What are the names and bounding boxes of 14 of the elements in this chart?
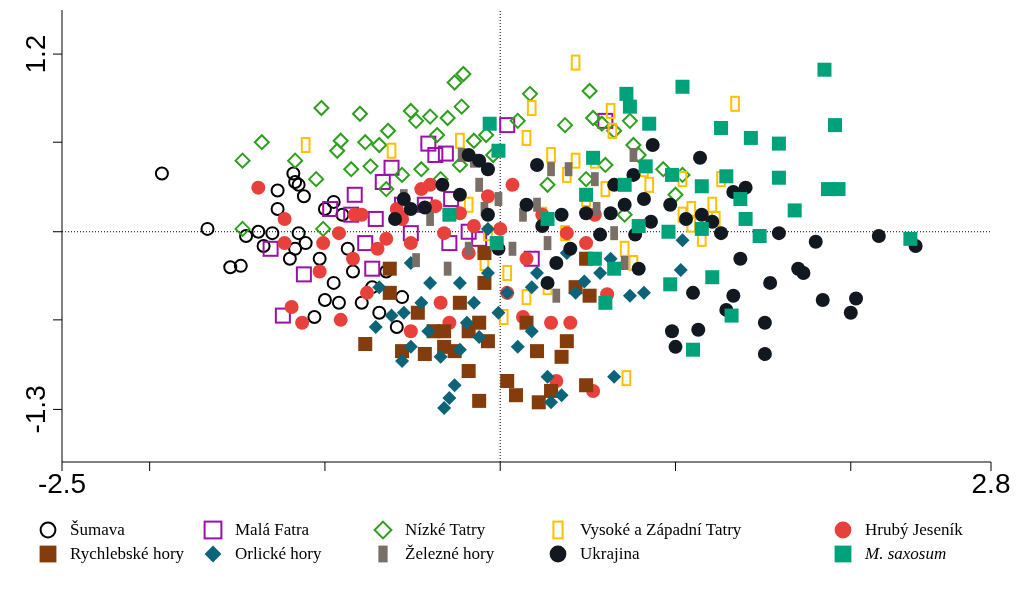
legend-label: M. saxosum <box>865 544 947 564</box>
legend-label: Vysoké a Západní Tatry <box>580 520 742 540</box>
legend-label: Šumava <box>70 520 125 540</box>
legend-label: Rychlebské hory <box>70 544 185 564</box>
y-tick-label: 1.2 <box>20 34 51 74</box>
x-tick-label: 2.8 <box>971 467 1011 499</box>
legend-label: Hrubý Jeseník <box>865 520 963 540</box>
legend-label: Ukrajina <box>580 544 640 564</box>
legend-label: Malá Fatra <box>235 520 310 540</box>
legend-label: Nízké Tatry <box>405 520 486 540</box>
y-tick-label: -1.3 <box>20 385 51 434</box>
legend-label: Železné hory <box>405 544 495 564</box>
x-tick-label: -2.5 <box>37 467 87 499</box>
legend-label: Orlické hory <box>235 544 322 564</box>
